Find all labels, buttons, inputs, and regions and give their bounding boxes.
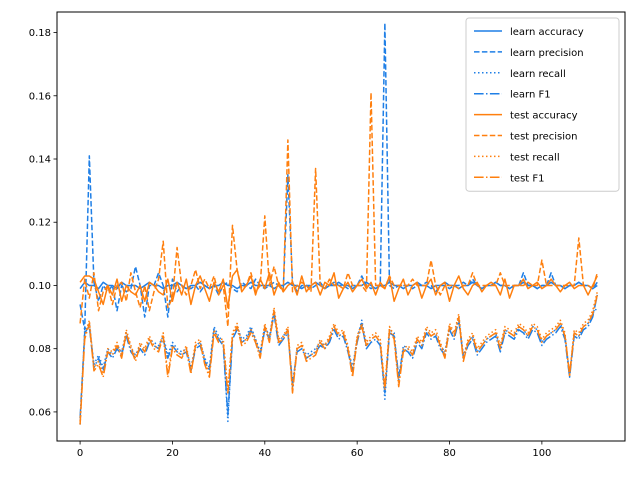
legend-label: learn recall — [510, 69, 566, 80]
series-line-learn-recall — [79, 307, 598, 425]
x-tick-label: 100 — [532, 448, 551, 459]
legend-label: test recall — [510, 152, 560, 163]
series-line-test-f1 — [79, 294, 599, 425]
x-tick-label: 20 — [166, 448, 179, 459]
series-line-test-precision — [79, 91, 599, 328]
y-tick-label: 0.10 — [29, 281, 51, 292]
legend-label: learn accuracy — [510, 27, 584, 38]
y-tick-label: 0.06 — [29, 407, 51, 418]
y-tick-label: 0.12 — [29, 218, 51, 229]
y-tick-label: 0.18 — [29, 28, 51, 39]
legend: learn accuracy learn precision learn recal… — [465, 17, 620, 192]
y-tick-label: 0.14 — [29, 155, 51, 166]
x-tick-label: 80 — [443, 448, 456, 459]
axes-frame — [56, 11, 626, 442]
legend-box — [465, 17, 620, 192]
legend-label: test F1 — [510, 173, 545, 184]
legend-label: learn precision — [510, 48, 584, 59]
y-tick-label: 0.08 — [29, 344, 51, 355]
legend-label: learn F1 — [510, 90, 551, 101]
legend-label: test accuracy — [510, 111, 578, 122]
y-tick-label: 0.16 — [29, 91, 51, 102]
series-layer — [79, 22, 599, 425]
x-tick-label: 60 — [351, 448, 364, 459]
y-axis: 0.06 0.08 0.10 0.12 0.14 0.16 0.18 — [29, 28, 57, 418]
x-tick-label: 0 — [77, 448, 83, 459]
x-axis: 0 20 40 60 80 100 — [77, 441, 551, 459]
series-line-learn-f1 — [79, 294, 599, 419]
legend-label: test precision — [510, 132, 578, 143]
x-tick-label: 40 — [258, 448, 271, 459]
series-line-test-recall — [79, 291, 599, 422]
